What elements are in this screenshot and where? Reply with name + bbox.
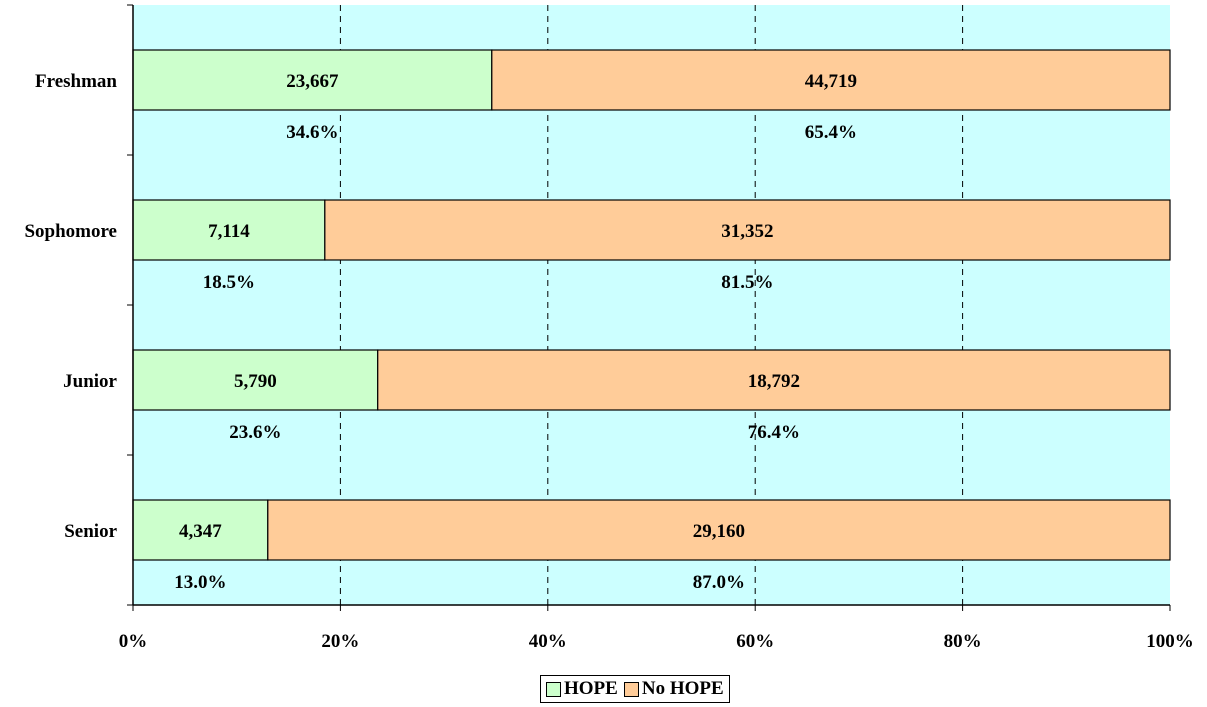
value-label: 7,114 bbox=[208, 221, 250, 242]
bars bbox=[132, 49, 1171, 561]
bar-segment bbox=[132, 199, 326, 261]
legend: HOPE No HOPE bbox=[540, 675, 730, 703]
value-label: 18,792 bbox=[748, 371, 800, 392]
percent-label: 65.4% bbox=[805, 122, 857, 143]
percent-label: 87.0% bbox=[693, 572, 745, 593]
legend-swatch-no-hope bbox=[623, 681, 639, 697]
value-label: 23,667 bbox=[286, 71, 339, 92]
x-tick-label: 60% bbox=[736, 631, 774, 652]
legend-item-hope: HOPE bbox=[546, 678, 618, 700]
value-label: 29,160 bbox=[693, 521, 745, 542]
value-label: 5,790 bbox=[234, 371, 277, 392]
value-label: 31,352 bbox=[721, 221, 773, 242]
bar-segment bbox=[324, 199, 1171, 261]
legend-swatch-hope bbox=[546, 681, 561, 697]
legend-label-hope: HOPE bbox=[564, 678, 618, 699]
percent-label: 13.0% bbox=[174, 572, 226, 593]
bar-segment bbox=[267, 499, 1171, 561]
category-label: Senior bbox=[64, 521, 117, 542]
bar-segment bbox=[377, 349, 1171, 411]
axes: 0% 20% 40% 60% 80% 100% Freshman Sophomore Junio… bbox=[24, 4, 1194, 652]
bar-segment bbox=[132, 349, 379, 411]
category-label: Sophomore bbox=[24, 221, 117, 242]
data-labels: 23,667 34.6% 44,719 65.4% 7,114 18.5% 31,352 81… bbox=[174, 71, 857, 593]
percent-label: 18.5% bbox=[203, 272, 255, 293]
x-tick-label: 80% bbox=[944, 631, 982, 652]
percent-label: 81.5% bbox=[721, 272, 773, 293]
category-label: Freshman bbox=[35, 71, 117, 92]
x-tick-label: 20% bbox=[321, 631, 359, 652]
legend-item-no-hope: No HOPE bbox=[623, 678, 724, 700]
value-label: 4,347 bbox=[179, 521, 222, 542]
value-label: 44,719 bbox=[805, 71, 857, 92]
percent-label: 23.6% bbox=[229, 422, 281, 443]
x-tick-label: 40% bbox=[529, 631, 567, 652]
bar-segment bbox=[491, 49, 1171, 111]
legend-label-no-hope: No HOPE bbox=[641, 678, 724, 699]
percent-label: 76.4% bbox=[748, 422, 800, 443]
x-tick-label: 100% bbox=[1146, 631, 1194, 652]
x-tick-label: 0% bbox=[119, 631, 148, 652]
percent-label: 34.6% bbox=[286, 122, 338, 143]
category-label: Junior bbox=[63, 371, 117, 392]
